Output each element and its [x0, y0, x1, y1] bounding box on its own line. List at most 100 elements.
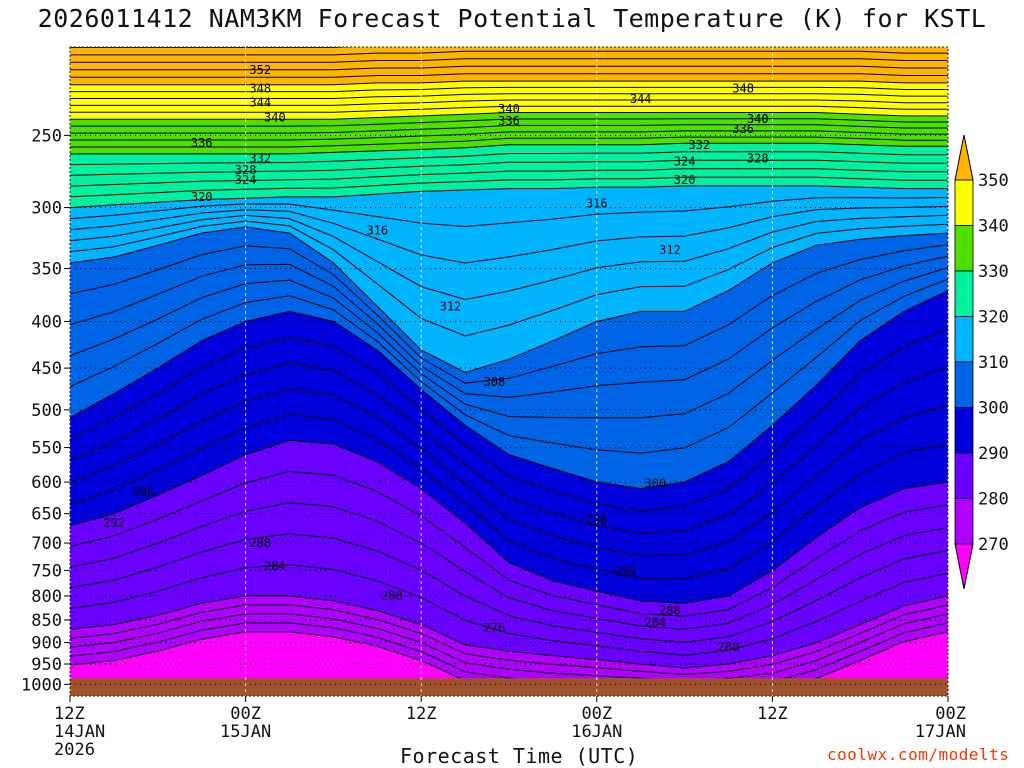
contour-label: 292	[103, 516, 125, 530]
colorbar-label: 340	[978, 217, 1009, 237]
y-tick-label: 800	[31, 587, 62, 607]
y-tick-label: 1000	[21, 675, 62, 695]
contour-358	[70, 50, 948, 56]
contour-label: 340	[747, 112, 769, 126]
colorbar-label: 350	[978, 171, 1009, 191]
contour-label: 284	[644, 615, 666, 629]
contour-label: 296	[132, 485, 154, 499]
y-tick-label: 300	[31, 199, 62, 219]
contour-label: 336	[732, 122, 754, 136]
contour-316	[70, 205, 948, 264]
colorbar-label: 320	[978, 308, 1009, 328]
contour-282	[70, 564, 948, 656]
contour-360	[70, 47, 356, 48]
contour-label: 336	[191, 136, 213, 150]
contour-label: 332	[249, 151, 271, 165]
colorbar-bottom-arrow	[954, 543, 974, 590]
contour-label: 288	[249, 536, 271, 550]
contour-354	[70, 65, 948, 71]
x-tick-label: 00Z	[581, 704, 612, 724]
x-tick-date: 16JAN	[571, 722, 622, 742]
x-axis-label: Forecast Time (UTC)	[400, 744, 639, 768]
contour-label: 344	[630, 92, 652, 106]
contour-300	[70, 290, 948, 490]
colorbar-swatch	[954, 179, 974, 226]
x-tick-year: 2026	[54, 740, 95, 760]
contour-352	[70, 73, 948, 78]
colorbar-swatch	[954, 225, 974, 272]
colorbar-label: 330	[978, 262, 1009, 282]
contour-label: 348	[732, 81, 754, 95]
contour-334	[70, 130, 948, 141]
y-axis: 250 300 350 400 450 500 550 600 650 700 750 800 850 9…	[21, 126, 70, 695]
colorbar-label: 290	[978, 444, 1009, 464]
y-tick-label: 700	[31, 534, 62, 554]
y-tick-label: 350	[31, 260, 62, 280]
chart-title: 2026011412 NAM3KM Forecast Potential Tem…	[37, 4, 987, 33]
contour-label: 332	[688, 138, 710, 152]
contour-label: 312	[659, 243, 681, 257]
contour-288	[70, 470, 948, 617]
x-tick-label: 00Z	[230, 704, 261, 724]
contour-312	[70, 220, 948, 337]
colorbar-swatch	[954, 407, 974, 454]
y-tick-label: 850	[31, 611, 62, 631]
contour-328	[70, 151, 948, 166]
contour-302	[70, 278, 948, 454]
contour-label: 340	[264, 111, 286, 125]
colorbar-swatch	[954, 498, 974, 545]
contour-308	[70, 244, 948, 384]
y-tick-label: 550	[31, 439, 62, 459]
contour-346	[70, 93, 948, 99]
contour-292	[70, 413, 948, 580]
x-tick-label: 00Z	[935, 704, 966, 724]
contour-label: 324	[235, 173, 257, 187]
x-tick-date: 14JAN	[54, 722, 105, 742]
colorbar: 350 340 330 320 310 300 290 280 270	[954, 134, 1009, 590]
colorbar-label: 310	[978, 353, 1009, 373]
contour-label: 352	[249, 63, 271, 77]
contour-336	[70, 124, 948, 134]
y-tick-label: 750	[31, 561, 62, 581]
contour-330	[70, 142, 948, 155]
contour-label: 324	[674, 154, 696, 168]
y-tick-label: 650	[31, 505, 62, 525]
colorbar-swatch	[954, 270, 974, 317]
colorbar-swatch	[954, 316, 974, 363]
colorbar-top-arrow	[954, 134, 974, 181]
contour-label: 340	[498, 102, 520, 116]
y-tick-label: 250	[31, 126, 62, 146]
contour-label: 280	[718, 640, 740, 654]
contour-lines	[70, 47, 948, 695]
y-tick-label: 900	[31, 634, 62, 654]
credit-link[interactable]: coolwx.com/modelts	[827, 745, 1010, 764]
x-tick-label: 12Z	[406, 704, 437, 724]
x-tick-date: 15JAN	[220, 722, 271, 742]
y-tick-label: 600	[31, 473, 62, 493]
contour-340	[70, 112, 948, 120]
x-tick-label: 12Z	[54, 704, 85, 724]
contour-label: 280	[381, 589, 403, 603]
contour-label: 344	[249, 95, 271, 109]
contour-labels: 3523483443403363323283243203163123083002…	[103, 63, 769, 654]
contour-304	[70, 267, 948, 419]
grid-lines	[70, 47, 948, 696]
y-tick-label: 400	[31, 312, 62, 332]
contour-326	[70, 159, 948, 176]
contour-label: 296	[586, 513, 608, 527]
plot-frame	[69, 46, 949, 697]
contour-290	[70, 439, 948, 604]
contour-344	[70, 99, 948, 106]
ground-surface	[70, 678, 948, 696]
contour-298	[70, 328, 948, 512]
contour-label: 320	[674, 173, 696, 187]
contour-318	[70, 197, 948, 228]
x-tick-label: 12Z	[757, 704, 788, 724]
contour-label: 320	[191, 190, 213, 204]
colorbar-swatch	[954, 452, 974, 499]
contour-356	[70, 58, 948, 63]
contour-306	[70, 255, 948, 398]
contour-label: 328	[747, 151, 769, 165]
